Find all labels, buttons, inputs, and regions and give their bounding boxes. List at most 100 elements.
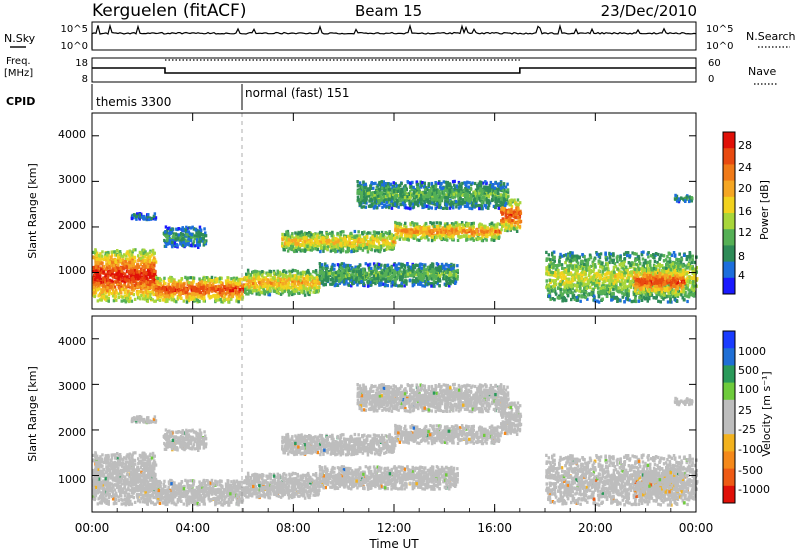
station-title: Kerguelen (fitACF) bbox=[92, 1, 246, 21]
echo-cell bbox=[340, 262, 344, 266]
echo-cell bbox=[441, 266, 445, 270]
echo-cell bbox=[301, 270, 305, 274]
echo-cell bbox=[326, 248, 329, 252]
echo-cell bbox=[107, 299, 110, 303]
echo-cell bbox=[142, 251, 145, 255]
echo-cell bbox=[354, 265, 357, 269]
echo-cell bbox=[317, 278, 320, 282]
power-echoes bbox=[92, 179, 699, 304]
echo-cell bbox=[334, 282, 338, 286]
echo-cell bbox=[485, 234, 488, 238]
echo-cell bbox=[427, 238, 430, 242]
echo-cell bbox=[100, 298, 103, 302]
echo-cell bbox=[92, 287, 96, 292]
echo-cell bbox=[313, 286, 316, 290]
echo-cell bbox=[208, 283, 212, 287]
echo-cell bbox=[134, 265, 138, 269]
echo-cell bbox=[214, 296, 217, 300]
echo-cell bbox=[131, 260, 134, 264]
echo-cell bbox=[100, 268, 103, 272]
echo-cell bbox=[122, 276, 125, 280]
echo-cell bbox=[452, 266, 455, 270]
echo-cell bbox=[210, 294, 213, 299]
echo-cell bbox=[111, 286, 115, 291]
echo-cell bbox=[510, 224, 513, 228]
echo-cell bbox=[447, 278, 451, 282]
echo-cell bbox=[146, 290, 150, 294]
echo-cell bbox=[392, 181, 395, 185]
echo-cell bbox=[435, 268, 439, 272]
echo-cell bbox=[101, 270, 104, 274]
echo-cell bbox=[405, 279, 408, 283]
echo-cell bbox=[220, 276, 223, 280]
echo-cell bbox=[391, 280, 394, 284]
echo-cell bbox=[289, 277, 292, 281]
echo-cell bbox=[424, 222, 428, 226]
echo-cell bbox=[186, 295, 189, 299]
echo-cell bbox=[204, 286, 207, 290]
echo-cell bbox=[419, 282, 422, 286]
echo-cell bbox=[291, 235, 294, 239]
echo-cell bbox=[119, 285, 123, 289]
echo-cell bbox=[281, 238, 284, 242]
echo-cell bbox=[256, 289, 259, 293]
echo-cell bbox=[354, 246, 358, 250]
echo-cell bbox=[170, 279, 173, 283]
echo-cell bbox=[124, 300, 128, 304]
echo-cell bbox=[294, 284, 298, 288]
echo-cell bbox=[307, 233, 310, 237]
echo-cell bbox=[342, 269, 345, 273]
echo-cell bbox=[255, 270, 259, 274]
echo-cell bbox=[309, 278, 312, 282]
echo-cell bbox=[175, 288, 179, 292]
echo-cell bbox=[237, 300, 240, 304]
echo-cell bbox=[113, 268, 116, 272]
echo-cell bbox=[106, 275, 110, 279]
echo-cell bbox=[286, 232, 289, 236]
echo-cell bbox=[288, 286, 291, 290]
echo-cell bbox=[500, 228, 503, 232]
echo-cell bbox=[466, 237, 469, 241]
echo-cell bbox=[232, 287, 236, 291]
echo-cell bbox=[431, 235, 434, 239]
echo-cell bbox=[297, 271, 300, 275]
echo-cell bbox=[173, 278, 176, 282]
echo-cell bbox=[223, 285, 226, 289]
echo-cell bbox=[266, 278, 269, 282]
echo-cell bbox=[123, 291, 127, 295]
echo-cell bbox=[388, 245, 392, 249]
echo-cell bbox=[215, 286, 218, 290]
echo-cell bbox=[143, 297, 147, 301]
echo-cell bbox=[444, 283, 448, 287]
echo-cell bbox=[427, 282, 430, 286]
echo-cell bbox=[252, 270, 255, 274]
echo-cell bbox=[444, 235, 448, 239]
echo-cell bbox=[111, 294, 115, 298]
echo-cell bbox=[96, 264, 100, 268]
echo-cell bbox=[113, 260, 116, 264]
echo-cell bbox=[104, 274, 108, 278]
echo-cell bbox=[302, 243, 305, 247]
echo-cell bbox=[289, 286, 292, 290]
echo-cell bbox=[395, 221, 399, 225]
echo-cell bbox=[97, 259, 100, 263]
echo-cell bbox=[435, 262, 439, 266]
echo-cell bbox=[322, 283, 325, 287]
echo-cell bbox=[254, 275, 258, 279]
echo-cell bbox=[277, 286, 281, 291]
echo-cell bbox=[163, 276, 166, 280]
echo-cell bbox=[399, 278, 402, 282]
echo-cell bbox=[108, 260, 111, 265]
echo-cell bbox=[249, 273, 253, 277]
echo-cell bbox=[218, 277, 222, 281]
echo-cell bbox=[167, 293, 170, 297]
echo-cell bbox=[101, 286, 105, 290]
echo-cell bbox=[362, 282, 366, 286]
echo-cell bbox=[148, 286, 151, 291]
echo-cell bbox=[102, 270, 105, 274]
echo-cell bbox=[346, 273, 349, 277]
echo-cell bbox=[128, 260, 131, 264]
echo-cell bbox=[129, 281, 133, 285]
echo-cell bbox=[301, 240, 305, 244]
echo-cell bbox=[350, 250, 353, 254]
